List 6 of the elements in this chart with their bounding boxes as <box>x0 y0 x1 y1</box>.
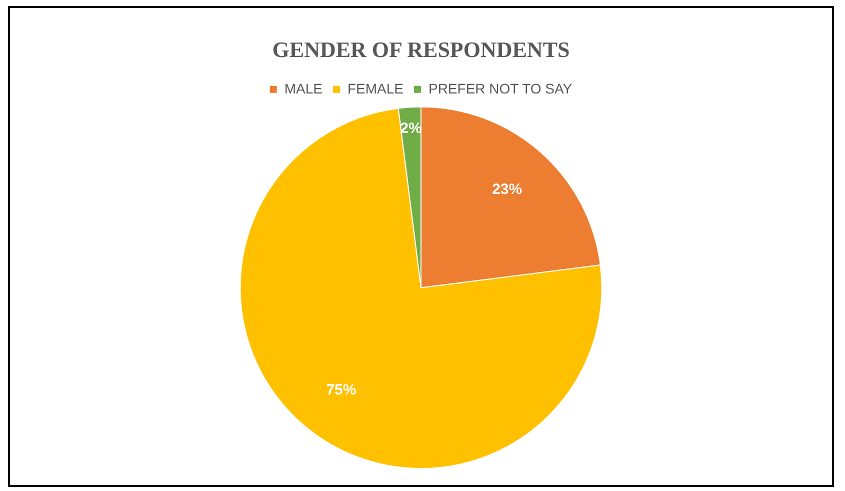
legend-label: PREFER NOT TO SAY <box>428 80 573 96</box>
legend-label: FEMALE <box>347 80 404 96</box>
chart-title: GENDER OF RESPONDENTS <box>272 36 570 62</box>
legend-label: MALE <box>284 80 322 96</box>
data-label: 23% <box>492 181 522 198</box>
data-label: 75% <box>326 382 356 399</box>
